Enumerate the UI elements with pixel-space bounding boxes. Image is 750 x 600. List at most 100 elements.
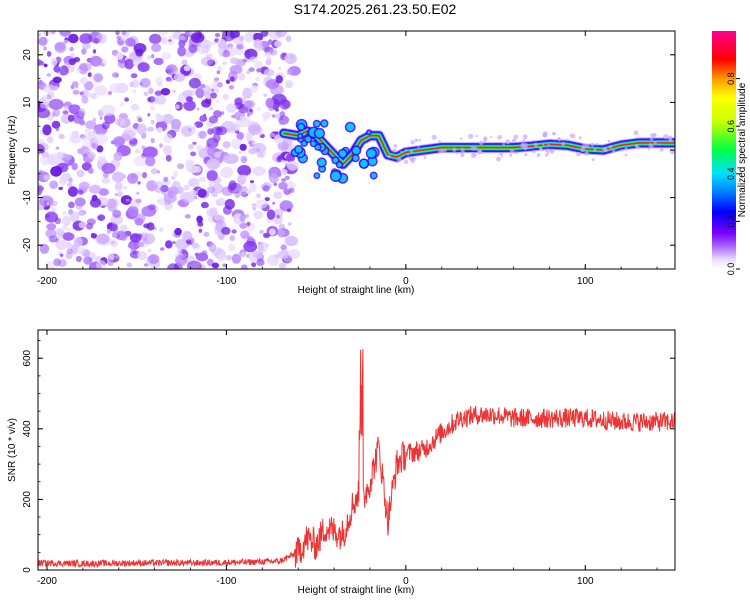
noise-blob — [286, 68, 293, 76]
trace-blob-core — [298, 124, 304, 130]
trace-speckle — [543, 131, 548, 136]
trace-speckle — [658, 143, 661, 146]
signal-trace — [278, 118, 675, 184]
noise-blob — [268, 228, 276, 236]
noise-blob — [163, 176, 169, 183]
trace-speckle — [417, 145, 420, 149]
noise-blob — [132, 89, 137, 94]
noise-blob — [163, 133, 173, 144]
trace-speckle — [624, 153, 628, 157]
trace-speckle — [653, 141, 657, 145]
noise-blob — [211, 41, 216, 45]
noise-blob — [289, 187, 295, 193]
noise-blob — [65, 242, 73, 249]
noise-blob — [252, 166, 266, 176]
noise-blob — [237, 165, 252, 177]
bottom-y-axis: 0 200 400 600 — [22, 340, 675, 573]
noise-blob — [257, 245, 265, 251]
noise-blob — [90, 232, 96, 237]
noise-blob — [63, 106, 69, 110]
noise-blob — [112, 171, 125, 183]
trace-speckle — [650, 132, 656, 138]
trace-blob-core — [305, 136, 311, 142]
trace-speckle — [581, 144, 586, 149]
noise-blob — [43, 174, 51, 181]
trace-speckle — [460, 153, 465, 158]
noise-blob — [147, 113, 151, 117]
top-x-axis-label: Height of straight line (km) — [298, 285, 415, 296]
trace-speckle — [412, 156, 415, 160]
noise-blob — [277, 140, 289, 151]
noise-blob — [104, 113, 116, 124]
noise-blob — [280, 244, 287, 251]
noise-blob — [178, 39, 186, 48]
noise-blob — [276, 215, 280, 219]
noise-blob — [266, 209, 276, 220]
trace-blob-core — [311, 141, 316, 146]
noise-blob — [265, 97, 274, 109]
trace-speckle — [520, 143, 526, 149]
noise-blob — [206, 94, 211, 100]
noise-blob — [168, 40, 174, 46]
noise-blob — [247, 235, 253, 241]
trace-blob-core — [360, 159, 368, 168]
y-tick-label: -20 — [22, 238, 33, 253]
noise-blob — [74, 84, 79, 89]
trace-speckle — [533, 142, 539, 147]
trace-blob-core — [315, 173, 319, 178]
noise-blob — [259, 229, 264, 234]
noise-blob — [124, 97, 129, 102]
noise-blob — [261, 183, 265, 187]
trace-speckle — [659, 148, 664, 152]
noise-blob — [85, 120, 97, 130]
noise-blob — [110, 214, 123, 226]
noise-blob — [129, 81, 135, 88]
trace-speckle — [443, 148, 447, 152]
noise-blob — [220, 166, 234, 178]
noise-blob — [38, 185, 44, 192]
noise-blob — [278, 262, 287, 269]
noise-blob — [150, 168, 159, 175]
noise-blob — [173, 73, 186, 82]
noise-blob — [172, 89, 177, 93]
noise-blob — [287, 160, 298, 171]
noise-blob — [248, 183, 257, 193]
noise-blob — [222, 93, 229, 101]
top-y-axis: -20 -10 0 10 20 — [22, 30, 675, 270]
noise-blob — [170, 118, 182, 130]
trace-blob-core — [367, 130, 371, 134]
trace-speckle — [547, 143, 550, 146]
noise-blob — [198, 176, 206, 183]
noise-blob — [92, 49, 97, 54]
noise-blob — [198, 46, 208, 55]
colorbar: 0.0 0.2 0.4 0.6 0.8 Normalized spectral ampl… — [712, 31, 748, 275]
noise-blob — [62, 224, 68, 231]
noise-blob — [183, 65, 191, 72]
noise-blob — [177, 200, 186, 207]
noise-blob — [222, 141, 231, 149]
trace-speckle — [557, 137, 562, 142]
noise-blob — [249, 56, 258, 63]
noise-blob — [248, 148, 257, 155]
noise-blob — [240, 230, 250, 239]
noise-blob — [81, 48, 87, 55]
trace-speckle — [545, 148, 550, 153]
noise-blob — [146, 222, 155, 231]
noise-blob — [284, 235, 299, 247]
y-tick-label: -10 — [22, 190, 33, 205]
noise-blob — [216, 82, 223, 88]
noise-blob — [272, 201, 276, 205]
noise-blob — [96, 260, 107, 269]
trace-speckle — [483, 139, 487, 143]
y-tick-label: 200 — [22, 491, 33, 508]
noise-blob — [75, 255, 82, 263]
x-tick-label: 0 — [403, 576, 409, 587]
noise-blob — [66, 248, 73, 255]
noise-blob — [250, 180, 254, 184]
noise-blob — [277, 172, 282, 177]
trace-speckle — [650, 137, 654, 141]
noise-blob — [50, 31, 56, 35]
noise-blob — [198, 130, 207, 139]
trace-speckle — [593, 148, 597, 152]
x-tick-label: -100 — [216, 276, 236, 287]
